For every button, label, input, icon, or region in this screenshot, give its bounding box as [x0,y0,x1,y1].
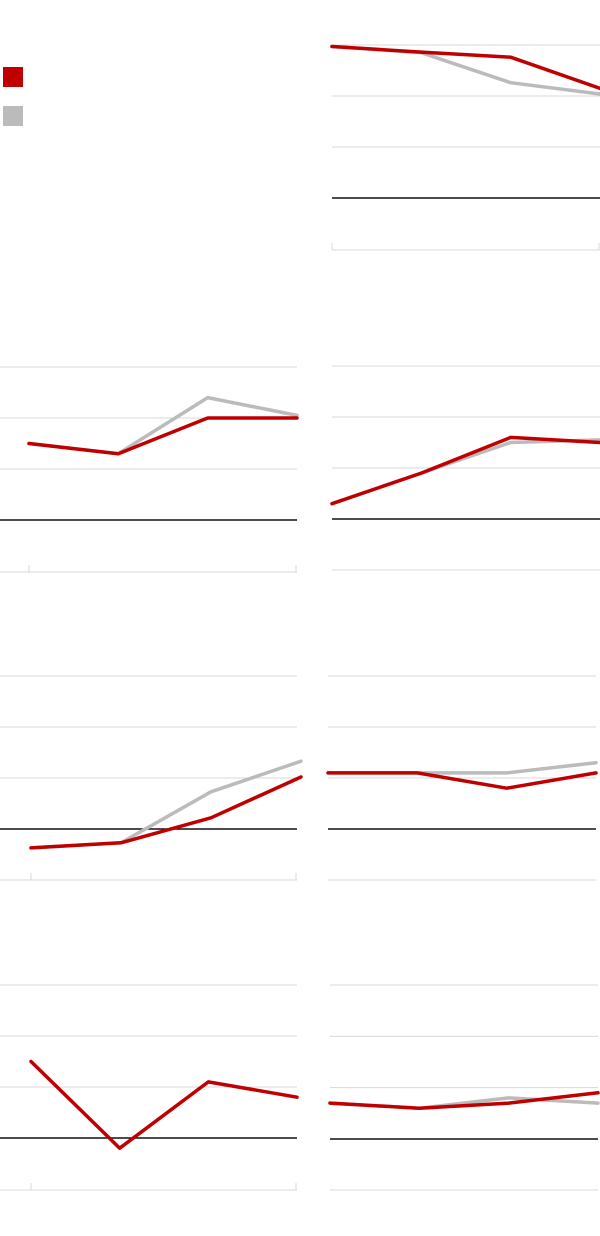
series-line-red [27,416,299,456]
series-line-gray [27,395,299,456]
series-line-red [330,44,600,91]
legend-swatch-gray [3,106,23,126]
series-line-red [29,1059,299,1150]
series-line-gray [330,438,600,506]
chart-panel-3 [330,365,600,571]
series-line-red [29,775,303,850]
chart-panel-2 [0,366,299,573]
chart-panel-5 [326,675,598,881]
chart-panel-4 [0,675,303,881]
series-line-red [328,1091,600,1110]
legend-swatch-red [3,67,23,87]
chart-panel-6 [0,984,299,1191]
chart-panel-7 [328,984,600,1191]
chart-panel-1 [330,44,600,251]
series-line-red [326,771,598,790]
legend [3,67,263,145]
series-line-gray [29,759,303,850]
legend-item-secondary [3,106,263,126]
series-line-red [330,435,600,506]
legend-item-primary [3,67,263,87]
